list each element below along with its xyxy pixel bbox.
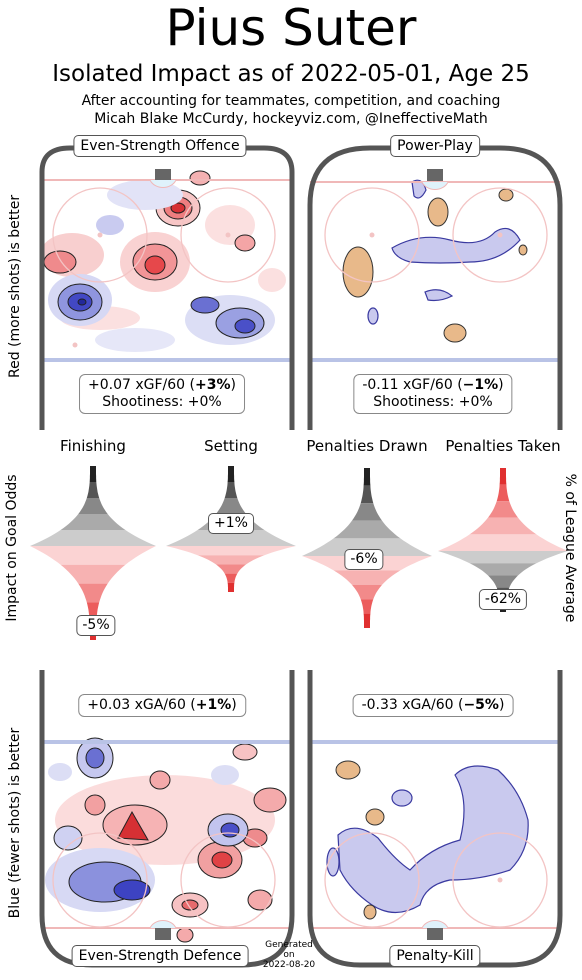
violin-band (78, 583, 108, 603)
violin-band (227, 582, 235, 592)
credit-line-2: Micah Blake McCurdy, hockeyviz.com, @Ine… (94, 111, 488, 127)
violin-band (363, 613, 371, 628)
violin-band (438, 534, 568, 551)
panel-label-power-play: Power-Play (390, 135, 480, 157)
violin-band (333, 570, 401, 585)
violin-band (60, 564, 126, 584)
generated-line-1: Generated (265, 940, 313, 950)
category-label-finishing: Finishing (60, 437, 126, 455)
value-label-finishing: -5% (76, 615, 116, 636)
violin-band (78, 498, 108, 514)
stat-value: +0.07 xGF/60 (88, 377, 186, 393)
violin-chart (30, 466, 568, 640)
heat-region-orange (342, 188, 528, 343)
axis-label-bottom-left: Blue (fewer shots) is better (7, 727, 23, 919)
value-label-setting: +1% (208, 513, 254, 534)
heat-region-lavender (367, 179, 521, 325)
violin-band (438, 551, 568, 564)
violin-band (487, 575, 519, 588)
shootiness-label: Shootiness: +0% (373, 394, 493, 410)
violin-band (86, 482, 100, 498)
violin-band (89, 466, 97, 482)
violin-band (227, 466, 235, 482)
heat-region-orange (335, 760, 385, 920)
stat-box-even-strength-offence: +0.07 xGF/60 (+3%) Shootiness: +0% (79, 374, 245, 414)
violin-band (224, 573, 238, 583)
violin-band (302, 538, 432, 556)
panel-label-even-strength-offence: Even-Strength Offence (73, 135, 247, 157)
stat-value: +0.03 xGA/60 (87, 697, 186, 713)
category-label-setting: Setting (204, 437, 258, 455)
shootiness-label: Shootiness: +0% (102, 394, 222, 410)
violin-finishing (30, 466, 156, 640)
page-subtitle: Isolated Impact as of 2022-05-01, Age 25 (52, 61, 530, 87)
stat-percent: +1% (195, 697, 232, 713)
category-label-penalties-drawn: Penalties Drawn (306, 437, 428, 455)
panel-label-penalty-kill: Penalty-Kill (389, 945, 481, 967)
stat-percent: +3% (195, 377, 231, 393)
value-label-penalties-taken: -62% (478, 589, 528, 610)
violin-band (215, 498, 247, 514)
violin-band (30, 530, 156, 546)
violin-penalties-drawn (302, 468, 432, 628)
axis-label-top-left: Red (more shots) is better (7, 194, 23, 378)
rink-penalty-kill (307, 670, 563, 968)
violin-band (363, 468, 371, 486)
violin-band (487, 501, 519, 518)
stat-box-power-play: -0.11 xGF/60 (−1%) Shootiness: +0% (353, 374, 513, 414)
violin-band (60, 514, 126, 530)
violin-band (333, 520, 401, 539)
panel-label-even-strength-defence: Even-Strength Defence (71, 945, 249, 967)
violin-band (166, 546, 296, 556)
stat-percent: −1% (462, 377, 499, 393)
violin-band (469, 563, 537, 576)
violin-band (351, 503, 383, 521)
generated-line-2: on (283, 950, 295, 960)
stat-value: -0.33 xGA/60 (361, 697, 454, 713)
violin-band (166, 530, 296, 546)
stat-box-even-strength-defence: +0.03 xGA/60 (+1%) (78, 694, 246, 717)
stat-box-penalty-kill: -0.33 xGA/60 (−5%) (352, 694, 514, 717)
violin-band (499, 468, 507, 485)
credit-line-1: After accounting for teammates, competit… (81, 93, 501, 109)
violin-band (351, 584, 383, 600)
violin-penalties-taken (438, 468, 568, 612)
rink-even-strength-defence (39, 670, 295, 968)
violin-band (197, 555, 265, 565)
violin-band (496, 484, 510, 502)
heat-region-lavender (326, 765, 529, 914)
heat-region-blue (48, 180, 275, 352)
rink-even-strength-offence (39, 145, 295, 430)
stat-value: -0.11 xGF/60 (362, 377, 453, 393)
axis-label-middle-right: % of League Average (562, 473, 578, 623)
page-title: Pius Suter (165, 0, 417, 57)
stat-percent: −5% (463, 697, 499, 713)
heat-region-red (42, 170, 286, 330)
violin-band (224, 482, 238, 498)
generated-note: Generated on 2022-08-20 (258, 940, 320, 970)
violin-band (215, 564, 247, 574)
axis-label-middle-left: Impact on Goal Odds (4, 474, 20, 622)
violin-band (360, 599, 374, 614)
generated-line-3: 2022-08-20 (262, 960, 316, 970)
violin-band (360, 485, 374, 504)
category-label-penalties-taken: Penalties Taken (445, 437, 561, 455)
value-label-penalties-drawn: -6% (344, 549, 384, 570)
violin-band (30, 546, 156, 565)
violin-band (469, 517, 537, 535)
